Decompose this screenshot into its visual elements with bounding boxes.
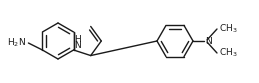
Text: N: N: [75, 41, 81, 49]
Text: CH$_3$: CH$_3$: [219, 23, 238, 35]
Text: H: H: [75, 36, 81, 44]
Text: N: N: [205, 37, 212, 45]
Text: CH$_3$: CH$_3$: [219, 47, 238, 59]
Text: H$_2$N: H$_2$N: [8, 37, 26, 49]
